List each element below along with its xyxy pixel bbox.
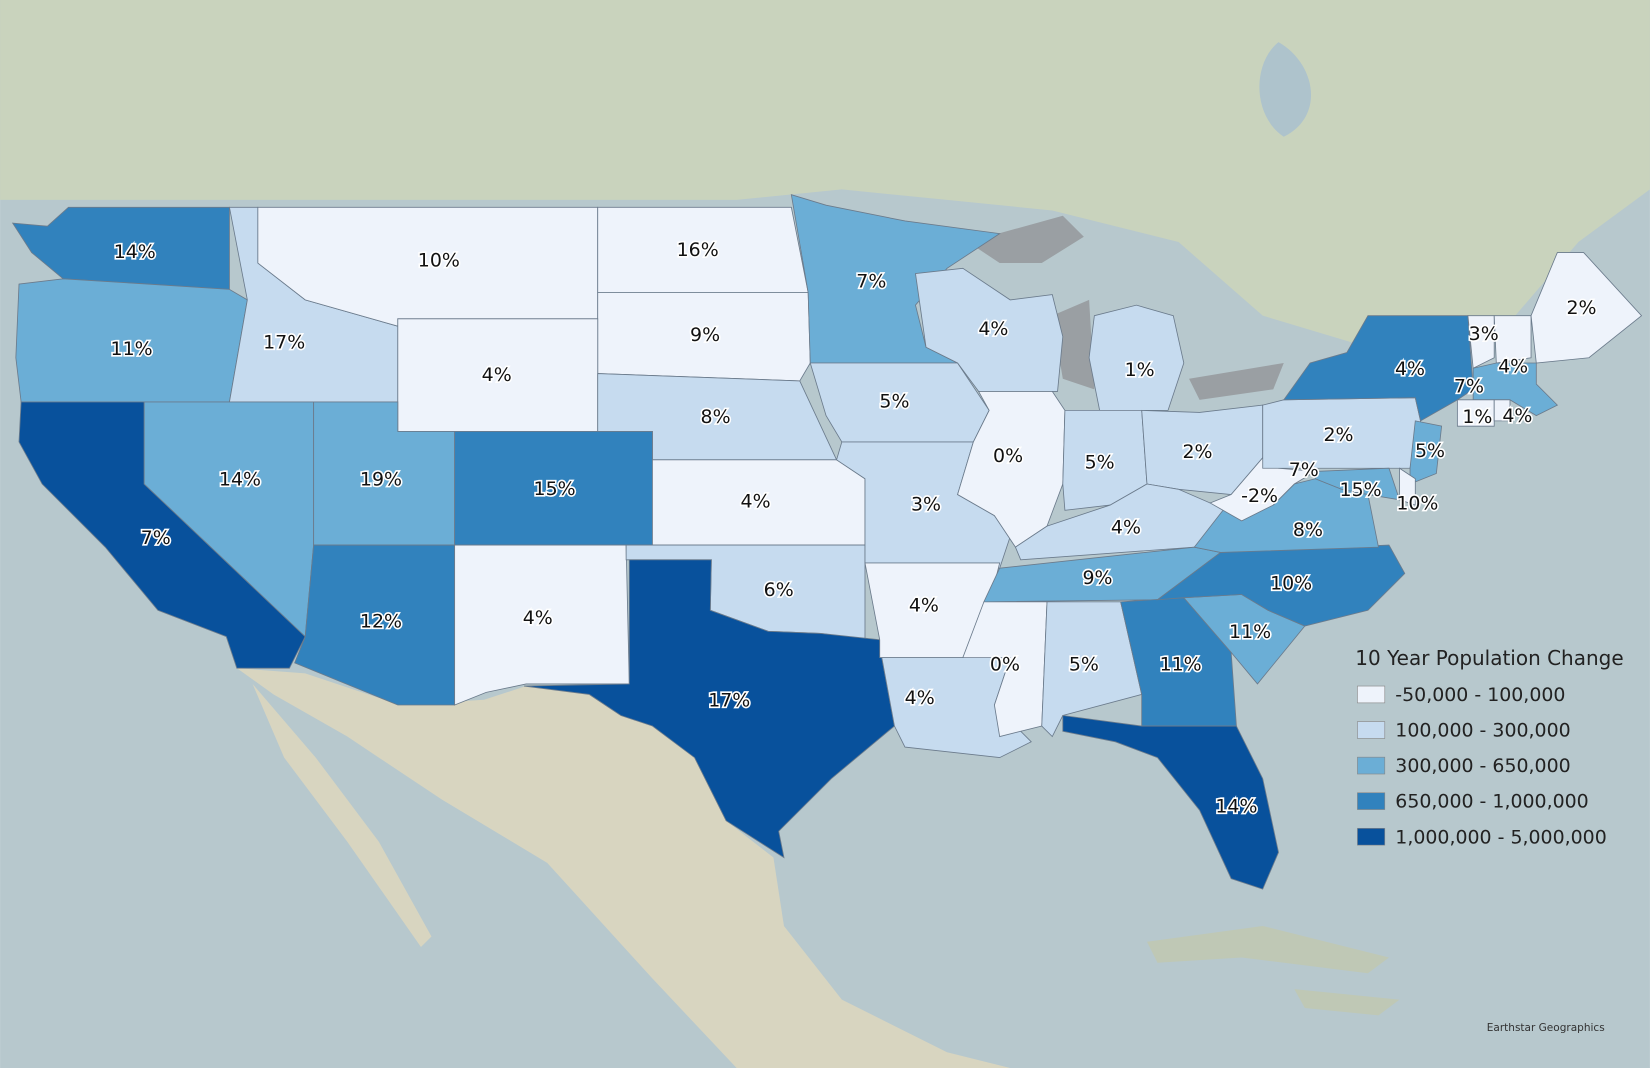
state-label: 10% [418, 249, 460, 271]
state-label: 11% [1160, 654, 1202, 676]
legend-label: 1,000,000 - 5,000,000 [1395, 826, 1606, 848]
state [1409, 420, 1443, 485]
state-label: 12% [360, 610, 402, 632]
state [1399, 467, 1416, 506]
legend-label: 650,000 - 1,000,000 [1395, 791, 1588, 813]
state-label: 16% [677, 239, 719, 261]
state-label: 11% [1229, 621, 1271, 643]
attribution: Earthstar Geographics [1487, 1022, 1605, 1034]
legend-swatch [1357, 756, 1386, 775]
state-label: 1% [1462, 406, 1492, 428]
caribbean-islands [1146, 925, 1400, 1016]
state-label: 19% [360, 468, 402, 490]
state-label: 9% [1083, 567, 1113, 589]
state [524, 559, 895, 859]
state-label: 2% [1182, 441, 1212, 463]
state-label: 4% [978, 318, 1008, 340]
state-label: 7% [1289, 459, 1319, 481]
state-label: 4% [482, 364, 512, 386]
state-label: 14% [114, 241, 156, 263]
state-label: 15% [1340, 479, 1382, 501]
state-label: -2% [1241, 485, 1278, 507]
legend: -50,000 - 100,000 100,000 - 300,000 300,00… [1357, 684, 1607, 848]
legend-swatch [1357, 721, 1386, 739]
great-lakes [968, 215, 1284, 400]
state-label: 4% [1395, 358, 1425, 380]
state-label: 5% [879, 390, 909, 412]
state-label: 4% [1111, 517, 1141, 539]
state [1493, 399, 1511, 422]
state-label: 7% [141, 527, 171, 549]
state-label: 10% [1270, 572, 1312, 594]
state-label: 15% [534, 478, 576, 500]
legend-title: 10 Year Population Change [1355, 646, 1623, 670]
state-label: 17% [263, 332, 305, 354]
hudson-bay [1259, 42, 1312, 137]
state-label: 4% [905, 687, 935, 709]
state [915, 267, 1064, 392]
state-label: 4% [741, 490, 771, 512]
legend-swatch [1357, 685, 1386, 704]
legend-label: 100,000 - 300,000 [1395, 720, 1570, 742]
state [790, 194, 1001, 364]
state-label: 8% [701, 406, 731, 428]
state-label: 0% [990, 654, 1020, 676]
state-label: 9% [690, 324, 720, 346]
state-label: 10% [1396, 493, 1438, 515]
state-label: 4% [909, 595, 939, 617]
state [1282, 315, 1474, 422]
states [11, 194, 1643, 890]
state [1088, 304, 1185, 411]
canada-land [0, 0, 1650, 348]
state-label: 1% [1125, 359, 1155, 381]
state-label: 14% [1215, 796, 1257, 818]
state-label: 7% [1454, 376, 1484, 398]
state-label: 0% [993, 445, 1023, 467]
baja-land [252, 683, 432, 947]
state-labels: 14% 11% 7% 17% 10% 16% 9% 4% 8% 14% 19% 15% 4% 12% 4% 6… [109, 237, 1598, 819]
state-label: 8% [1293, 519, 1323, 541]
state [1456, 399, 1495, 427]
state-label: 3% [911, 494, 941, 516]
state-label: 4% [523, 607, 553, 629]
state-label: 2% [1323, 424, 1353, 446]
state [1156, 544, 1406, 627]
state [1352, 481, 1365, 493]
state [1467, 315, 1495, 369]
state-label: 4% [1498, 356, 1528, 378]
state-label: 2% [1567, 297, 1597, 319]
state-label: 14% [219, 468, 261, 490]
state-label: 11% [111, 338, 153, 360]
state [1062, 715, 1279, 890]
state-label: 6% [764, 579, 794, 601]
state-label: 4% [1502, 405, 1532, 427]
legend-label: -50,000 - 100,000 [1395, 684, 1565, 706]
legend-swatch [1357, 792, 1386, 810]
legend-swatch [1357, 827, 1386, 846]
mexico-land [236, 668, 1011, 1068]
state-label: 5% [1069, 654, 1099, 676]
state-label: 17% [708, 689, 750, 711]
state-label: 5% [1415, 440, 1445, 462]
state-label: 5% [1085, 451, 1115, 473]
legend-label: 300,000 - 650,000 [1395, 755, 1570, 777]
state-label: 7% [856, 270, 886, 292]
state [1493, 315, 1532, 364]
state-label: 3% [1469, 323, 1499, 345]
